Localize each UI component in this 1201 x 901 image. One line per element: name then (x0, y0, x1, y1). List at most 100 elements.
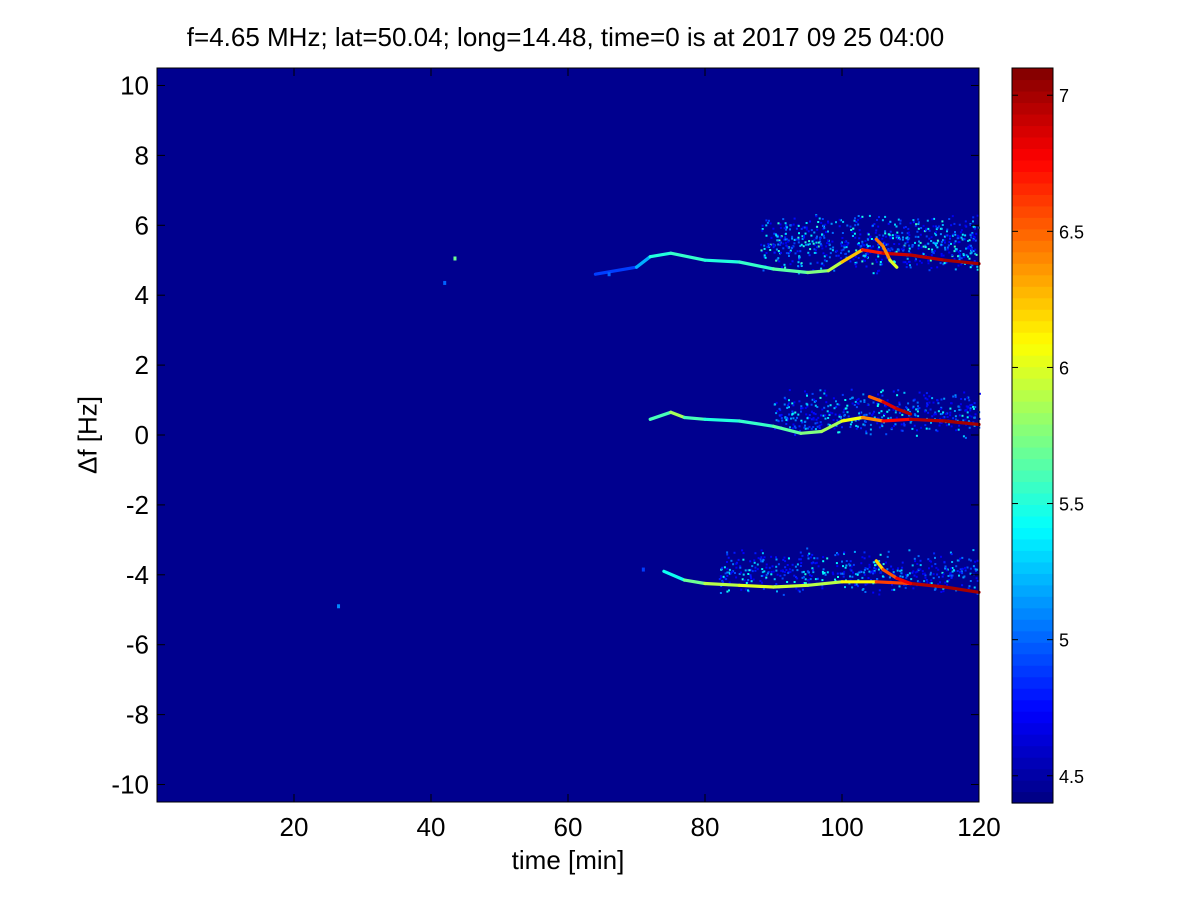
speckle-point (822, 568, 825, 571)
speckle-point (878, 269, 881, 272)
speckle-point (744, 588, 747, 591)
speckle-point (876, 405, 879, 407)
speckle-point (837, 431, 840, 434)
speckle-point (954, 394, 957, 397)
trace-segment (703, 417, 741, 423)
speckle-point (806, 405, 809, 408)
speckle-point (882, 234, 885, 237)
speckle-point (899, 575, 902, 578)
speckle-point (941, 413, 944, 415)
speckle-point (908, 237, 911, 240)
speckle-point (916, 263, 918, 266)
speckle-point (861, 215, 864, 218)
speckle-point (934, 563, 937, 565)
speckle-point (812, 418, 815, 421)
speckle-point (864, 259, 866, 262)
speckle-point (761, 560, 764, 563)
speckle-point (772, 570, 775, 573)
speckle-point (796, 250, 799, 253)
speckle-point (801, 588, 804, 591)
speckle-point (880, 391, 883, 394)
speckle-point (969, 266, 972, 269)
speckle-point (909, 252, 912, 255)
speckle-point (863, 399, 866, 402)
speckle-point (827, 423, 830, 426)
speckle-point (971, 232, 974, 234)
speckle-point (884, 230, 887, 233)
speckle-point (896, 238, 899, 241)
speckle-point (811, 240, 814, 243)
speckle-point (889, 235, 892, 238)
speckle-point (779, 574, 782, 577)
speckle-point (807, 554, 809, 557)
speckle-point (953, 222, 956, 225)
speckle-point (955, 418, 957, 421)
speckle-point (747, 573, 750, 575)
speckle-point (798, 425, 801, 428)
speckle-point (951, 254, 954, 257)
speckle-point (940, 398, 943, 401)
speckle-point (786, 564, 789, 566)
speckle-point (822, 264, 825, 267)
speckle-point (790, 246, 793, 249)
speckle-point (767, 243, 770, 245)
speckle-point (973, 402, 976, 405)
speckle-point (842, 248, 845, 251)
speckle-point (942, 416, 945, 419)
speckle-point (911, 244, 914, 247)
speckle-point (928, 395, 931, 398)
speckle-point (862, 393, 865, 396)
speckle-point (949, 551, 952, 554)
speckle-point (866, 251, 869, 254)
speckle-point (792, 417, 795, 420)
colorbar-band (1012, 734, 1053, 747)
speckle-point (815, 418, 818, 421)
speckle-point (764, 256, 767, 259)
speckle-point (726, 571, 729, 574)
speckle-point (972, 239, 975, 242)
speckle-point (861, 576, 864, 579)
speckle-point (933, 552, 936, 555)
trace-segment (881, 244, 892, 262)
speckle-point (976, 579, 979, 582)
speckle-point (835, 221, 837, 224)
speckle-point (849, 426, 852, 428)
speckle-point (731, 570, 734, 573)
speckle-point (940, 555, 942, 558)
speckle-point (920, 261, 923, 264)
speckle-point (787, 402, 790, 405)
speckle-point (962, 254, 965, 257)
speckle-point (788, 413, 791, 416)
speckle-point (963, 391, 966, 394)
speckle-point (822, 252, 825, 255)
colorbar-band (1012, 469, 1053, 483)
speckle-point (766, 221, 769, 224)
speckle-point (743, 579, 746, 582)
speckle-point (783, 403, 786, 406)
speckle-point (798, 258, 801, 261)
speckle-point (969, 234, 972, 237)
speckle-point (863, 557, 866, 560)
speckle-point (876, 578, 879, 581)
speckle-point (872, 238, 875, 241)
speckle-point (936, 246, 939, 249)
speckle-point (877, 255, 880, 258)
speckle-point (802, 235, 805, 237)
speckle-point (905, 576, 908, 579)
speckle-point (840, 572, 843, 575)
speckle-point (958, 559, 960, 562)
speckle-point (954, 268, 957, 271)
speckle-point (870, 246, 873, 249)
speckle-point (813, 244, 816, 246)
speckle-point (792, 223, 795, 226)
speckle-point (876, 417, 879, 420)
speckle-point (821, 408, 824, 411)
speckle-point (798, 256, 801, 259)
speckle-point (809, 262, 812, 265)
speckle-point (907, 402, 910, 405)
speckle-point (861, 260, 864, 263)
y-tick-label: -8 (126, 700, 149, 730)
speckle-point (873, 571, 876, 574)
speckle-point (884, 232, 887, 235)
speckle-point (725, 578, 728, 581)
